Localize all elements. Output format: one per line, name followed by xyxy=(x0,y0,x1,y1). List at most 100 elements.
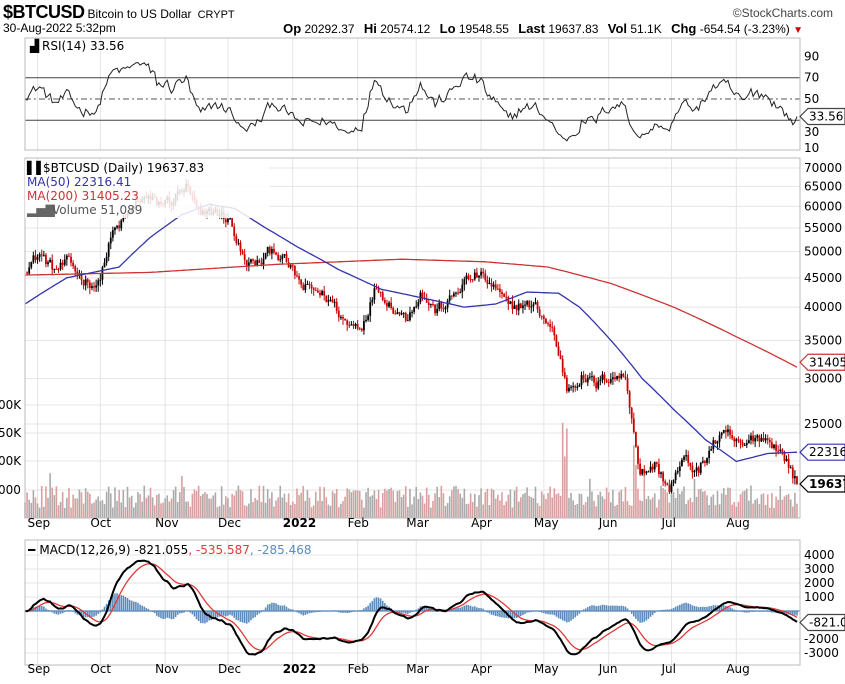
volume-bar xyxy=(758,503,761,518)
x-axis-label: Feb xyxy=(348,516,369,530)
volume-bar xyxy=(752,503,754,518)
macd-histogram-bar xyxy=(676,605,679,611)
macd-histogram-bar xyxy=(511,611,514,619)
candle-body xyxy=(766,438,769,441)
volume-bar xyxy=(130,495,133,518)
volume-bar xyxy=(59,501,62,518)
macd-histogram-bar xyxy=(681,603,683,611)
candle-body xyxy=(522,305,524,309)
candle-body xyxy=(406,320,409,322)
volume-bar xyxy=(174,486,177,518)
last-label: Last xyxy=(518,21,546,36)
candle-body xyxy=(676,470,679,473)
low-label: Lo xyxy=(439,21,456,36)
candle-body xyxy=(434,304,436,314)
macd-histogram-bar xyxy=(407,611,409,614)
volume-bar xyxy=(699,488,702,518)
change-label: Chg xyxy=(671,21,697,36)
macd-histogram-bar xyxy=(547,611,549,615)
volume-tick-label: 00K xyxy=(0,398,22,412)
volume-bar xyxy=(107,486,110,518)
candle-body xyxy=(417,302,420,307)
candle-body xyxy=(455,292,457,294)
macd-histogram-bar xyxy=(729,607,731,611)
candle-body xyxy=(476,272,478,278)
candle-body xyxy=(626,378,629,392)
macd-histogram-bar xyxy=(635,611,637,619)
volume-bar xyxy=(450,490,453,518)
macd-histogram-bar xyxy=(434,611,436,612)
candle-body xyxy=(609,379,612,383)
macd-histogram-bar xyxy=(660,609,662,611)
macd-histogram-bar xyxy=(505,611,507,618)
macd-histogram-bar xyxy=(413,610,415,612)
volume-bar xyxy=(538,505,541,518)
macd-histogram-bar xyxy=(463,605,466,611)
macd-histogram-bar xyxy=(674,606,677,611)
volume-bar xyxy=(202,493,204,518)
panel-frame xyxy=(24,539,801,666)
volume-bar xyxy=(440,485,443,518)
candle-body xyxy=(618,375,621,379)
macd-histogram-bar xyxy=(530,611,533,613)
candle-icon: ▌▌ xyxy=(26,160,45,175)
candle-body xyxy=(335,301,338,311)
volume-bar xyxy=(254,497,256,518)
macd-histogram-bar xyxy=(335,611,338,612)
macd-histogram-bar xyxy=(36,606,39,611)
candle-body xyxy=(258,260,261,263)
candle-body xyxy=(662,472,665,482)
macd-histogram-bar xyxy=(773,611,775,613)
macd-histogram-bar xyxy=(43,606,45,611)
volume-bar xyxy=(526,487,528,518)
macd-histogram-bar xyxy=(792,611,794,616)
macd-histogram-bar xyxy=(114,593,116,611)
macd-histogram-bar xyxy=(95,611,97,616)
candle-body xyxy=(473,272,476,280)
volume-bar xyxy=(517,501,520,518)
last-price-tag: 19637. xyxy=(809,477,845,491)
candle-body xyxy=(670,483,673,492)
candle-body xyxy=(254,260,257,266)
volume-bar xyxy=(432,500,434,518)
volume-bar xyxy=(105,491,108,518)
candle-body xyxy=(308,283,311,286)
macd-histogram-bar xyxy=(262,610,265,611)
macd-histogram-bar xyxy=(118,594,120,611)
exchange: CRYPT xyxy=(197,9,235,21)
candle-body xyxy=(655,462,658,464)
macd-histogram-bar xyxy=(478,608,480,611)
volume-bar xyxy=(197,485,200,518)
macd-histogram-bar xyxy=(783,611,786,614)
candle-body xyxy=(519,303,522,309)
volume-bar xyxy=(237,485,240,518)
volume-bar xyxy=(750,485,752,518)
low-value: 19548.55 xyxy=(458,22,509,36)
candle-body xyxy=(724,429,727,433)
volume-bar xyxy=(149,487,152,518)
volume-bar xyxy=(482,504,484,518)
candle-body xyxy=(622,374,625,377)
candle-body xyxy=(595,382,598,389)
macd-histogram-bar xyxy=(687,603,690,611)
macd-histogram-bar xyxy=(381,600,384,611)
candle-body xyxy=(628,391,631,408)
volume-bar xyxy=(300,492,302,518)
candle-body xyxy=(448,295,451,301)
macd-histogram-bar xyxy=(158,611,160,617)
volume-bar xyxy=(653,493,656,518)
candle-body xyxy=(553,327,556,336)
volume-bar xyxy=(128,497,131,518)
volume-bar xyxy=(109,493,112,518)
macd-histogram-bar xyxy=(296,611,298,613)
macd-histogram-bar xyxy=(308,611,311,614)
volume-bar xyxy=(436,486,438,518)
candle-body xyxy=(586,377,589,383)
volume-bar xyxy=(417,499,420,518)
volume-bar xyxy=(118,490,120,518)
macd-histogram-bar xyxy=(647,611,650,619)
candle-body xyxy=(116,225,118,228)
datetime: 30-Aug-2022 5:32pm xyxy=(3,21,116,35)
volume-bar xyxy=(248,503,250,518)
macd-histogram-bar xyxy=(737,610,740,612)
